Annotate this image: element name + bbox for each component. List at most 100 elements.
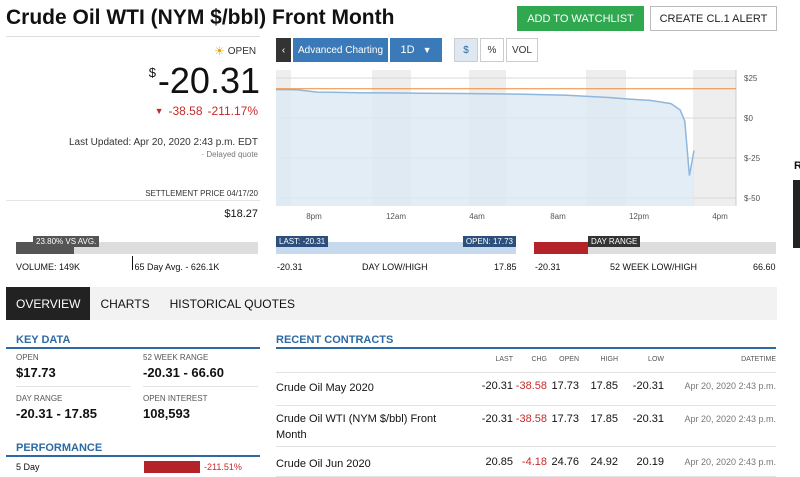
sun-icon: ☀ (214, 44, 225, 58)
mode-dollar-toggle[interactable]: $ (454, 38, 478, 62)
avg-marker (132, 256, 133, 270)
day-high: 17.85 (494, 262, 517, 272)
cut-off-panel (793, 180, 800, 248)
volume-bar: 23.80% VS AVG. (16, 236, 258, 254)
price-line (276, 88, 695, 176)
contract-name[interactable]: Crude Oil WTI (NYM $/bbl) Front Month (276, 413, 437, 441)
time-band (693, 70, 736, 206)
price-area (276, 89, 694, 206)
contract-chg: -38.58 (515, 413, 547, 425)
market-status-label: OPEN (227, 45, 257, 57)
chart-toolbar: ‹ Advanced Charting 1D ▼ $ % VOL (276, 38, 538, 62)
price-chart[interactable]: $25 $0 $-25 $-50 8pm 12am 4am 8am 12pm 4pm (276, 66, 776, 226)
cut-off-heading: R (794, 160, 800, 172)
divider (276, 347, 776, 349)
column-header-datetime: DATETIME (741, 356, 776, 363)
contract-last: -20.31 (481, 413, 513, 425)
contract-datetime: Apr 20, 2020 2:43 p.m. (684, 381, 776, 391)
day-range-key-value: -20.31 - 17.85 (16, 406, 97, 421)
contract-open: 24.76 (551, 456, 579, 468)
contract-low: 20.19 (636, 456, 664, 468)
last-price: $ -20.31 (149, 60, 260, 102)
contract-chg: -4.18 (521, 456, 547, 468)
divider (276, 372, 776, 373)
last-updated-text: Last Updated: Apr 20, 2020 2:43 p.m. EDT (68, 137, 258, 148)
x-tick-label: 8am (550, 212, 566, 221)
divider (6, 455, 260, 457)
key-data-heading: KEY DATA (16, 334, 71, 346)
open-interest-value: 108,593 (143, 406, 190, 421)
column-header-high: HIGH (600, 356, 619, 363)
open-label: OPEN (16, 353, 39, 362)
x-tick-label: 4pm (712, 212, 728, 221)
performance-value: -211.51% (204, 462, 242, 472)
divider (6, 347, 260, 349)
y-tick-label: $0 (744, 114, 753, 123)
divider (276, 446, 776, 447)
create-alert-button[interactable]: CREATE CL.1 ALERT (650, 6, 777, 31)
week52-range-fill (534, 242, 588, 254)
contract-name[interactable]: Crude Oil Jun 2020 (276, 458, 371, 470)
column-header-open: OPEN (559, 356, 579, 363)
x-tick-label: 12pm (629, 212, 649, 221)
recent-contracts-heading: RECENT CONTRACTS (276, 334, 394, 346)
day-range-tag: DAY RANGE (588, 236, 641, 247)
interval-value: 1D (400, 44, 415, 56)
settlement-label: SETTLEMENT PRICE 04/17/20 (145, 189, 258, 198)
contract-high: 17.85 (590, 380, 618, 392)
add-to-watchlist-button[interactable]: ADD TO WATCHLIST (517, 6, 644, 31)
contract-datetime: Apr 20, 2020 2:43 p.m. (684, 457, 776, 467)
contract-low: -20.31 (632, 413, 664, 425)
mode-volume-toggle[interactable]: VOL (506, 38, 538, 62)
section-tabs: OVERVIEW CHARTS HISTORICAL QUOTES (6, 287, 777, 320)
x-tick-label: 8pm (306, 212, 322, 221)
advanced-charting-button[interactable]: Advanced Charting (293, 38, 388, 62)
x-tick-label: 12am (386, 212, 406, 221)
interval-select[interactable]: 1D ▼ (390, 38, 442, 62)
divider (6, 200, 260, 201)
change-value: -38.58 (168, 104, 203, 118)
column-header-chg: CHG (531, 356, 547, 363)
page-title: Crude Oil WTI (NYM $/bbl) Front Month (6, 6, 395, 29)
contract-high: 24.92 (590, 456, 618, 468)
day-range-key-label: DAY RANGE (16, 394, 63, 403)
open-tag: OPEN: 17.73 (462, 236, 516, 247)
mode-percent-toggle[interactable]: % (480, 38, 504, 62)
contract-last: 20.85 (485, 456, 513, 468)
avg-volume-label: 65 Day Avg. - 626.1K (132, 262, 220, 272)
y-tick-label: $25 (744, 74, 758, 83)
column-header-last: LAST (495, 356, 513, 363)
week52-range-key-label: 52 WEEK RANGE (143, 353, 209, 362)
last-tag: LAST: -20.31 (276, 236, 329, 247)
tab-overview[interactable]: OVERVIEW (6, 287, 91, 320)
avg-volume-text: 65 Day Avg. - 626.1K (134, 262, 220, 272)
divider (276, 405, 776, 406)
contract-chg: -38.58 (515, 380, 547, 392)
tab-charts[interactable]: CHARTS (100, 296, 150, 311)
volume-vs-avg-tag: 23.80% VS AVG. (33, 236, 100, 247)
day-low: -20.31 (277, 262, 303, 272)
volume-label: VOLUME: 149K (16, 262, 81, 272)
divider (143, 386, 258, 387)
divider (6, 36, 260, 37)
tab-historical-quotes[interactable]: HISTORICAL QUOTES (169, 296, 295, 311)
contract-name[interactable]: Crude Oil May 2020 (276, 382, 374, 394)
x-tick-label: 4am (469, 212, 485, 221)
chevron-down-icon: ▼ (422, 45, 432, 55)
open-interest-label: OPEN INTEREST (143, 394, 208, 403)
week52-range-key-value: -20.31 - 66.60 (143, 365, 224, 380)
week52-low: -20.31 (535, 262, 561, 272)
performance-bar (144, 461, 200, 473)
collapse-chevron-button[interactable]: ‹ (276, 38, 291, 62)
price-change: ▼ -38.58 -211.17% (155, 104, 258, 118)
contract-high: 17.85 (590, 413, 618, 425)
column-header-low: LOW (648, 356, 664, 363)
open-value: $17.73 (16, 365, 56, 380)
delayed-quote-text: · Delayed quote (201, 150, 258, 159)
change-percent: -211.17% (207, 104, 258, 118)
contract-last: -20.31 (481, 380, 513, 392)
week52-high: 66.60 (753, 262, 776, 272)
week52-range-label: 52 WEEK LOW/HIGH (610, 262, 698, 272)
week52-range-bar: DAY RANGE (534, 236, 776, 254)
contract-open: 17.73 (551, 380, 579, 392)
